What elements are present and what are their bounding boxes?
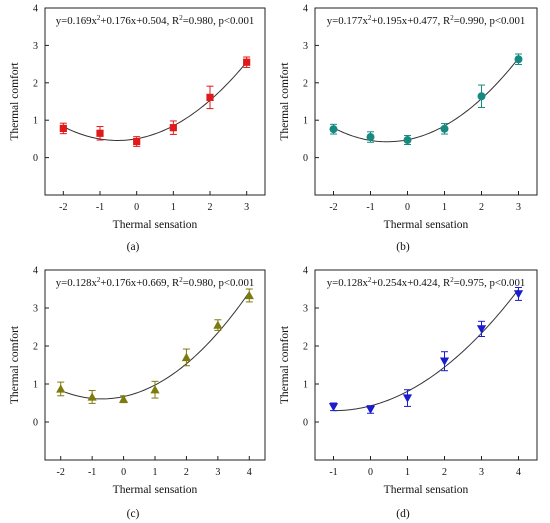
plot-frame: [44, 269, 266, 461]
y-tick-label: 4: [33, 266, 38, 277]
y-tick-label: 2: [303, 342, 308, 353]
y-tick-label: 4: [303, 266, 308, 277]
y-tick-label: 0: [33, 153, 38, 164]
x-tick-label: 0: [121, 467, 126, 478]
x-tick-label: -1: [88, 467, 96, 478]
panel-d: 0 1 2 3 4 -1 0 1 2 3 4 Thermal sensation Thermal com…: [279, 266, 538, 496]
fit-equation: y=0.128x2+0.176x+0.669, R2=0.980, p<0.00…: [56, 276, 255, 289]
y-tick-label: 3: [303, 304, 308, 315]
data-point: [59, 124, 67, 133]
data-point: [56, 384, 66, 393]
x-tick-label: 3: [215, 467, 220, 478]
y-axis-label: Thermal comfort: [279, 325, 291, 404]
panel-b: 0 1 2 3 4 -2 -1 0 1 2 3 Thermal sensation Thermal co…: [279, 4, 538, 231]
y-tick-label: 3: [33, 41, 38, 52]
fit-equation: y=0.177x2+0.195x+0.477, R2=0.990, p<0.00…: [327, 14, 526, 27]
x-axis-label: Thermal sensation: [384, 219, 469, 231]
y-axis-label: Thermal comfort: [9, 62, 21, 141]
data-point: [118, 394, 129, 403]
data-point: [87, 392, 97, 401]
y-tick-label: 4: [303, 4, 308, 15]
panel-c: 0 1 2 3 4 -2 -1 0 1 2 3 4 Thermal sensation Thermal c…: [9, 266, 266, 496]
y-tick-label: 3: [303, 41, 308, 52]
data-point: [133, 137, 141, 146]
y-tick-label: 2: [33, 78, 38, 89]
data-point: [213, 320, 223, 329]
data-point: [169, 124, 177, 132]
fit-curve: [63, 61, 248, 141]
data-point: [513, 290, 524, 299]
x-tick-label: 1: [442, 202, 447, 213]
data-point: [514, 55, 523, 64]
x-tick-label: 2: [184, 467, 189, 478]
x-tick-label: 2: [442, 467, 447, 478]
data-point: [206, 93, 214, 101]
fit-equation: y=0.128x2+0.254x+0.424, R2=0.975, p<0.00…: [327, 276, 526, 289]
x-tick-label: -2: [57, 467, 65, 478]
panel-label: (d): [396, 508, 410, 520]
y-tick-label: 1: [33, 116, 38, 127]
y-tick-label: 1: [303, 380, 308, 391]
data-point: [477, 92, 486, 101]
x-axis-label: Thermal sensation: [113, 219, 198, 231]
data-point: [402, 394, 413, 403]
data-point: [150, 385, 160, 394]
data-point: [440, 124, 449, 133]
data-point: [244, 290, 254, 300]
x-tick-label: 3: [479, 467, 484, 478]
data-point: [243, 58, 251, 66]
panel-label: (b): [396, 241, 410, 253]
y-tick-label: 1: [303, 116, 308, 127]
x-tick-label: 4: [247, 467, 252, 478]
x-tick-label: 1: [153, 467, 158, 478]
x-tick-label: -1: [366, 202, 374, 213]
x-axis-label: Thermal sensation: [384, 484, 469, 496]
data-point: [476, 325, 487, 334]
x-tick-label: 2: [479, 202, 484, 213]
y-tick-label: 0: [303, 418, 308, 429]
y-tick-label: 2: [303, 78, 308, 89]
x-tick-label: -1: [96, 202, 104, 213]
y-axis-label: Thermal comfort: [279, 62, 291, 141]
x-tick-label: 3: [244, 202, 249, 213]
panel-label: (a): [127, 241, 140, 253]
x-tick-label: 4: [516, 467, 521, 478]
fit-curve: [333, 289, 519, 412]
y-tick-label: 2: [33, 342, 38, 353]
data-point: [439, 357, 450, 366]
x-tick-label: -1: [329, 467, 337, 478]
x-axis-label: Thermal sensation: [113, 484, 198, 496]
x-tick-label: 2: [208, 202, 213, 213]
panel-label: (c): [127, 508, 140, 520]
x-tick-label: -2: [59, 202, 67, 213]
y-axis-label: Thermal comfort: [9, 325, 21, 404]
x-tick-label: 1: [171, 202, 176, 213]
fit-equation: y=0.169x2+0.176x+0.504, R2=0.980, p<0.00…: [56, 14, 255, 27]
panel-a: 0 1 2 3 4 -2 -1 0 1 2 3 Thermal sensation Thermal co…: [9, 4, 266, 231]
x-tick-label: 1: [405, 467, 410, 478]
plot-frame: [314, 269, 538, 461]
x-tick-label: -2: [329, 202, 337, 213]
data-point: [181, 352, 192, 362]
y-tick-label: 0: [33, 418, 38, 429]
y-tick-label: 4: [33, 4, 38, 15]
y-tick-label: 0: [303, 153, 308, 164]
x-tick-label: 0: [134, 202, 139, 213]
x-tick-label: 0: [405, 202, 410, 213]
plot-frame: [44, 7, 266, 196]
data-point: [365, 405, 376, 415]
data-point: [96, 129, 104, 137]
data-point: [328, 403, 339, 412]
x-tick-label: 3: [516, 202, 521, 213]
fit-curve: [333, 57, 519, 143]
y-tick-label: 1: [33, 380, 38, 391]
plot-frame: [314, 7, 538, 196]
y-tick-label: 3: [33, 304, 38, 315]
data-point: [366, 133, 375, 142]
x-tick-label: 0: [368, 467, 373, 478]
data-point: [403, 136, 412, 145]
data-point: [329, 125, 338, 134]
